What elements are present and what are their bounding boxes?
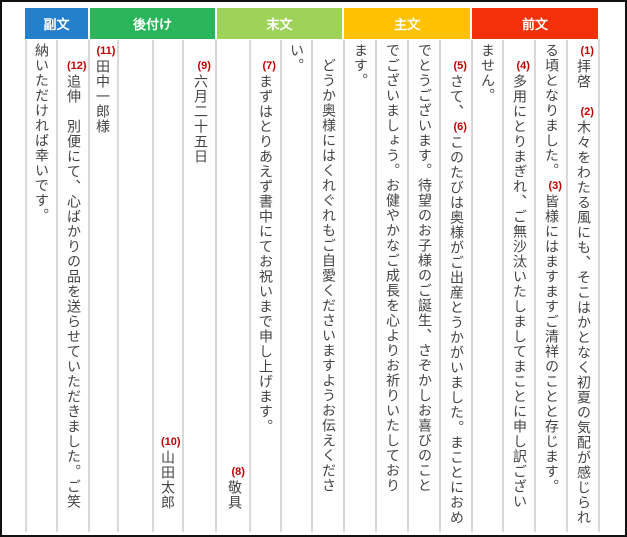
text-column: い。 <box>280 40 311 532</box>
marker-8: (8) <box>231 465 245 478</box>
column-text: 山田太郎 <box>154 40 182 532</box>
marker-5: (5) <box>453 59 467 72</box>
column-text: 納いただければ幸いです。 <box>33 43 49 223</box>
column-text: い。 <box>288 43 304 73</box>
header-fukubun: 副文 <box>25 8 88 39</box>
column-text: 多用にとりまぎれ、ご無沙汰いたしましてまことに申し訳ござい <box>504 40 534 532</box>
header-zenbun: 前文 <box>472 8 598 39</box>
column-text: 田中一郎様 <box>90 40 117 532</box>
column-text: どうか奥様にはくれぐれもご自愛くださいますようお伝えくださ <box>320 43 336 493</box>
text-column: でございましょう。お健やかなご成長を心よりお祈りいたしており <box>375 40 407 532</box>
column-text: でございましょう。お健やかなご成長を心よりお祈りいたしており <box>384 43 400 493</box>
marker-10: (10) <box>161 435 181 448</box>
column-text <box>119 40 152 532</box>
header-atozuke: 後付け <box>90 8 215 39</box>
text-column: でとうございます。待望のお子様のご誕生、さぞかしお喜びのこと <box>407 40 439 532</box>
column-text: 六月二十五日 <box>184 40 215 532</box>
marker-12: (12) <box>67 59 87 72</box>
marker-1: (1) <box>580 44 594 57</box>
text-column: 納いただければ幸いです。 <box>25 40 56 532</box>
text-column: ません。 <box>471 40 502 532</box>
marker-7: (7) <box>262 59 276 72</box>
marker-2: (2) <box>580 105 594 118</box>
column-text: でとうございます。待望のお子様のご誕生、さぞかしお喜びのこと <box>416 43 432 493</box>
column-text: 敬具 <box>217 40 249 532</box>
header-matsubun: 末文 <box>217 8 342 39</box>
text-column: どうか奥様にはくれぐれもご自愛くださいますようお伝えくださ <box>311 40 343 532</box>
marker-9: (9) <box>197 59 211 72</box>
text-column: ます。 <box>343 40 375 532</box>
text-column: さて、このたびは奥様がご出産とうかがいました。まことにおめ <box>439 40 471 532</box>
text-column: 拝啓 木々をわたる風にも、そこはかとなく初夏の気配が感じられ <box>566 40 600 532</box>
text-column <box>117 40 152 532</box>
text-column: 山田太郎 <box>152 40 182 532</box>
marker-6: (6) <box>453 120 467 133</box>
marker-3: (3) <box>548 179 562 192</box>
marker-11: (11) <box>96 44 116 57</box>
text-column: 追伸 別便にて、心ばかりの品を送らせていただきました。ご笑 <box>56 40 88 532</box>
text-column: 六月二十五日 <box>182 40 215 532</box>
text-column: 多用にとりまぎれ、ご無沙汰いたしましてまことに申し訳ござい <box>502 40 534 532</box>
column-text: さて、このたびは奥様がご出産とうかがいました。まことにおめ <box>441 40 471 532</box>
column-text: る頃となりました。皆様にはますますご清祥のことと存じます。 <box>543 43 559 494</box>
column-text: 追伸 別便にて、心ばかりの品を送らせていただきました。ご笑 <box>58 40 88 532</box>
text-column: 田中一郎様 <box>88 40 117 532</box>
marker-4: (4) <box>516 59 530 72</box>
header-shubun: 主文 <box>344 8 470 39</box>
column-text: ません。 <box>479 43 495 103</box>
text-column: 敬具 <box>215 40 249 532</box>
column-text: まずはとりあえず書中にてお祝いまで申し上げます。 <box>251 40 280 532</box>
text-column: まずはとりあえず書中にてお祝いまで申し上げます。 <box>249 40 280 532</box>
text-column: る頃となりました。皆様にはますますご清祥のことと存じます。 <box>534 40 566 532</box>
column-text: 拝啓 木々をわたる風にも、そこはかとなく初夏の気配が感じられ <box>568 40 598 532</box>
column-text: ます。 <box>352 43 368 88</box>
